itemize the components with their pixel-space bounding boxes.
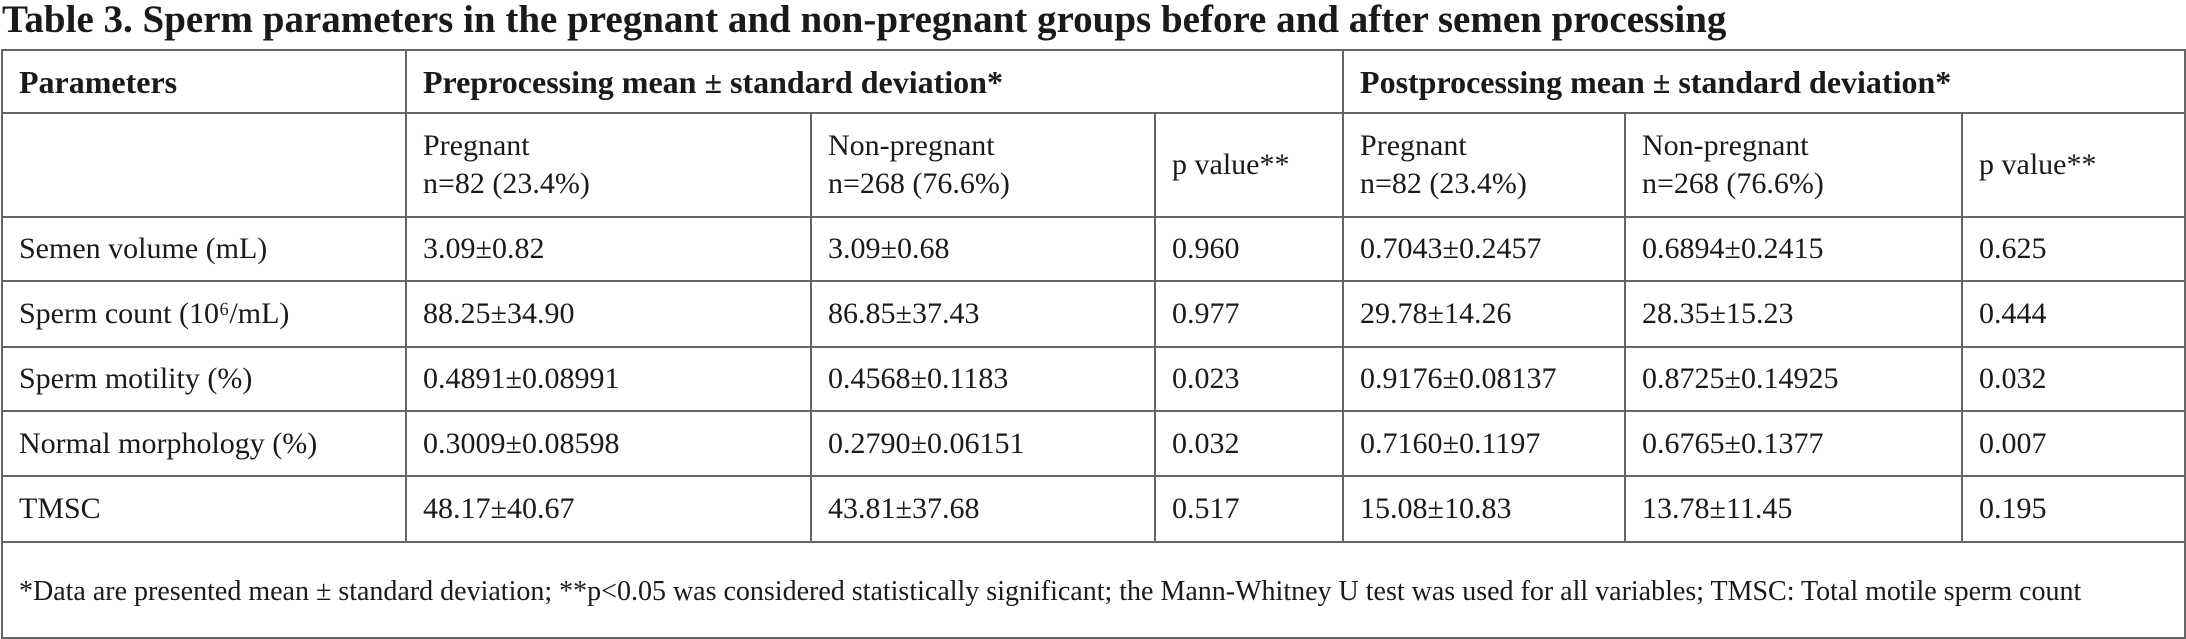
data-cell: 29.78±14.26 (1342, 280, 1627, 348)
data-cell: 86.85±37.43 (810, 280, 1156, 348)
table-title: Table 3. Sperm parameters in the pregnan… (2, 0, 1727, 41)
subheader-line: n=82 (23.4%) (423, 167, 590, 200)
subheader-cell: Non-pregnant n=268 (76.6%) (1624, 112, 1964, 218)
data-cell: 0.3009±0.08598 (405, 410, 812, 477)
data-cell: 0.4891±0.08991 (405, 346, 812, 412)
data-cell: 0.977 (1153, 280, 1345, 348)
row-label: Semen volume (mL) (1, 216, 407, 282)
data-cell: 15.08±10.83 (1342, 475, 1627, 543)
subheader-cell: p value** (1961, 112, 2186, 218)
data-cell: 13.78±11.45 (1624, 475, 1964, 543)
empty-cell (1, 112, 407, 218)
data-row: TMSC 48.17±40.67 43.81±37.68 0.517 15.08±10.… (1, 475, 2186, 543)
data-cell: 0.032 (1961, 346, 2186, 412)
subheader-line: Non-pregnant (828, 129, 995, 162)
subheader-cell: Non-pregnant n=268 (76.6%) (810, 112, 1156, 218)
footnote-row: *Data are presented mean ± standard devi… (0, 541, 2186, 639)
subheader-line: p value** (1979, 148, 2097, 181)
subheader-line: n=268 (76.6%) (828, 167, 1010, 200)
data-cell: 0.195 (1961, 475, 2186, 543)
header-cell: Preprocessing mean ± standard deviation* (404, 49, 1345, 114)
data-cell: 0.7043±0.2457 (1342, 216, 1627, 282)
data-cell: 3.09±0.82 (405, 216, 812, 282)
data-cell: 48.17±40.67 (405, 475, 812, 543)
data-cell: 0.2790±0.06151 (810, 410, 1156, 477)
subheader-cell: Pregnant n=82 (23.4%) (405, 112, 812, 218)
row-label: Normal morphology (%) (1, 410, 407, 477)
data-row: Normal morphology (%) 0.3009±0.08598 0.279… (1, 410, 2186, 477)
row-label: TMSC (1, 475, 407, 543)
subheader-line: Pregnant (1360, 129, 1467, 162)
subheader-cell: p value** (1153, 112, 1345, 218)
data-cell: 0.517 (1153, 475, 1345, 543)
data-cell: 0.444 (1961, 280, 2186, 348)
row-label: Sperm count (10⁶/mL) (1, 280, 407, 348)
data-cell: 3.09±0.68 (810, 216, 1156, 282)
subheader-row: Pregnant n=82 (23.4%) Non-pregnant n=268 (7… (1, 112, 2186, 218)
subheader-line: Pregnant (423, 129, 530, 162)
footnote: *Data are presented mean ± standard devi… (0, 541, 2186, 639)
data-cell: 0.7160±0.1197 (1342, 410, 1627, 477)
header-cell: Postprocessing mean ± standard deviation… (1342, 49, 2186, 114)
data-cell: 0.4568±0.1183 (810, 346, 1156, 412)
data-cell: 28.35±15.23 (1624, 280, 1964, 348)
subheader-line: p value** (1172, 148, 1290, 181)
data-row: Sperm count (10⁶/mL) 88.25±34.90 86.85±37.… (1, 280, 2186, 348)
data-cell: 0.6894±0.2415 (1624, 216, 1964, 282)
data-table: Parameters Preprocessing mean ± standard … (0, 49, 2186, 639)
data-cell: 0.8725±0.14925 (1624, 346, 1964, 412)
data-cell: 0.625 (1961, 216, 2186, 282)
subheader-line: Non-pregnant (1642, 129, 1809, 162)
row-label: Sperm motility (%) (1, 346, 407, 412)
data-cell: 43.81±37.68 (810, 475, 1156, 543)
subheader-line: n=82 (23.4%) (1360, 167, 1527, 200)
header-cell: Parameters (1, 49, 407, 114)
data-cell: 0.960 (1153, 216, 1345, 282)
data-cell: 0.9176±0.08137 (1342, 346, 1627, 412)
data-cell: 0.007 (1961, 410, 2186, 477)
data-cell: 0.023 (1153, 346, 1345, 412)
data-cell: 0.032 (1153, 410, 1345, 477)
header-row: Parameters Preprocessing mean ± standard … (1, 49, 2186, 114)
data-cell: 0.6765±0.1377 (1624, 410, 1964, 477)
data-row: Sperm motility (%) 0.4891±0.08991 0.4568±0… (1, 346, 2186, 412)
data-cell: 88.25±34.90 (405, 280, 812, 348)
subheader-cell: Pregnant n=82 (23.4%) (1342, 112, 1627, 218)
data-row: Semen volume (mL) 3.09±0.82 3.09±0.68 0.960… (1, 216, 2186, 282)
subheader-line: n=268 (76.6%) (1642, 167, 1824, 200)
